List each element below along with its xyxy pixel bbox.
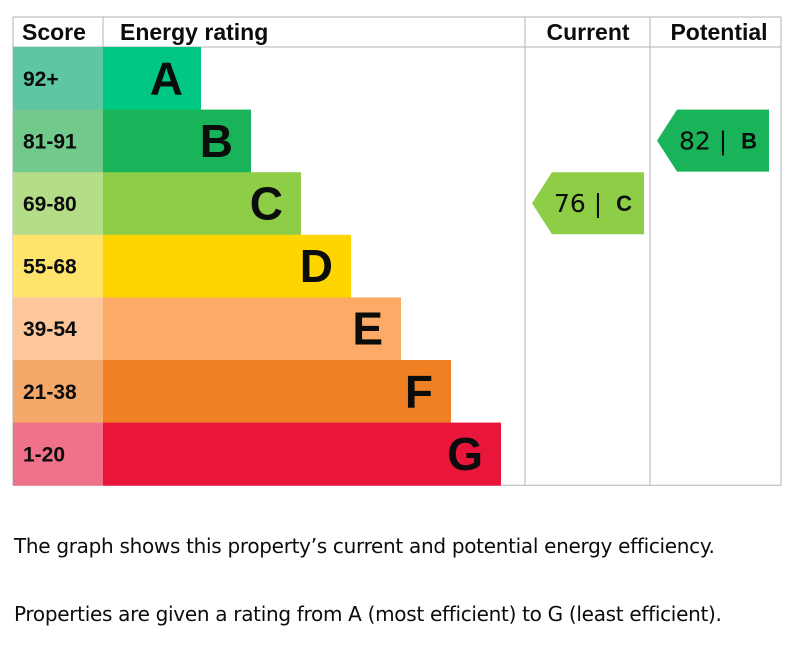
header-score: Score (22, 19, 86, 45)
band-bar-f (103, 360, 451, 424)
band-letter-b: B (200, 115, 233, 167)
energy-rating-chart: Score Energy rating Current Potential 92… (12, 16, 782, 486)
potential-indicator: 82 | B (657, 109, 769, 172)
score-label-g: 1-20 (23, 443, 65, 466)
band-letter-f: F (405, 365, 433, 417)
score-label-b: 81-91 (23, 130, 77, 153)
band-bar-e (103, 297, 401, 361)
band-bar-g (103, 422, 501, 486)
current-letter: C (616, 191, 632, 216)
caption-rating-scale: Properties are given a rating from A (mo… (14, 602, 722, 626)
score-cell-a (13, 47, 103, 111)
caption-graph-description: The graph shows this property’s current … (14, 534, 715, 558)
score-label-e: 39-54 (23, 318, 77, 341)
score-label-c: 69-80 (23, 193, 77, 216)
header-current: Current (546, 19, 629, 45)
current-indicator: 76 | C (532, 172, 644, 235)
rating-indicators: 76 | C 82 | B (532, 109, 769, 235)
band-bar-c (103, 172, 301, 236)
band-bar-d (103, 234, 351, 298)
score-cell-f (13, 360, 103, 424)
score-cell-d (13, 234, 103, 298)
score-cell-c (13, 172, 103, 236)
score-cell-g (13, 422, 103, 486)
current-value: 76 | (554, 189, 602, 218)
header-energy-rating: Energy rating (120, 19, 268, 45)
score-label-f: 21-38 (23, 381, 77, 404)
band-letter-d: D (300, 240, 333, 292)
band-letter-c: C (250, 178, 283, 230)
score-cell-e (13, 297, 103, 361)
rating-bands: 92+ A 81-91 B 69-80 C 55-68 D 39-54 E 21-38 F 1-20 G (13, 47, 501, 486)
header-potential: Potential (670, 19, 767, 45)
band-bar-a (103, 47, 201, 111)
band-letter-g: G (447, 428, 483, 480)
potential-value: 82 | (679, 127, 727, 156)
score-cell-b (13, 109, 103, 173)
current-arrow (532, 172, 644, 235)
band-letter-e: E (352, 303, 383, 355)
band-bar-b (103, 109, 251, 173)
band-letter-a: A (150, 52, 183, 104)
potential-arrow (657, 109, 769, 172)
potential-letter: B (741, 129, 757, 154)
score-label-d: 55-68 (23, 256, 77, 279)
score-label-a: 92+ (23, 68, 59, 91)
